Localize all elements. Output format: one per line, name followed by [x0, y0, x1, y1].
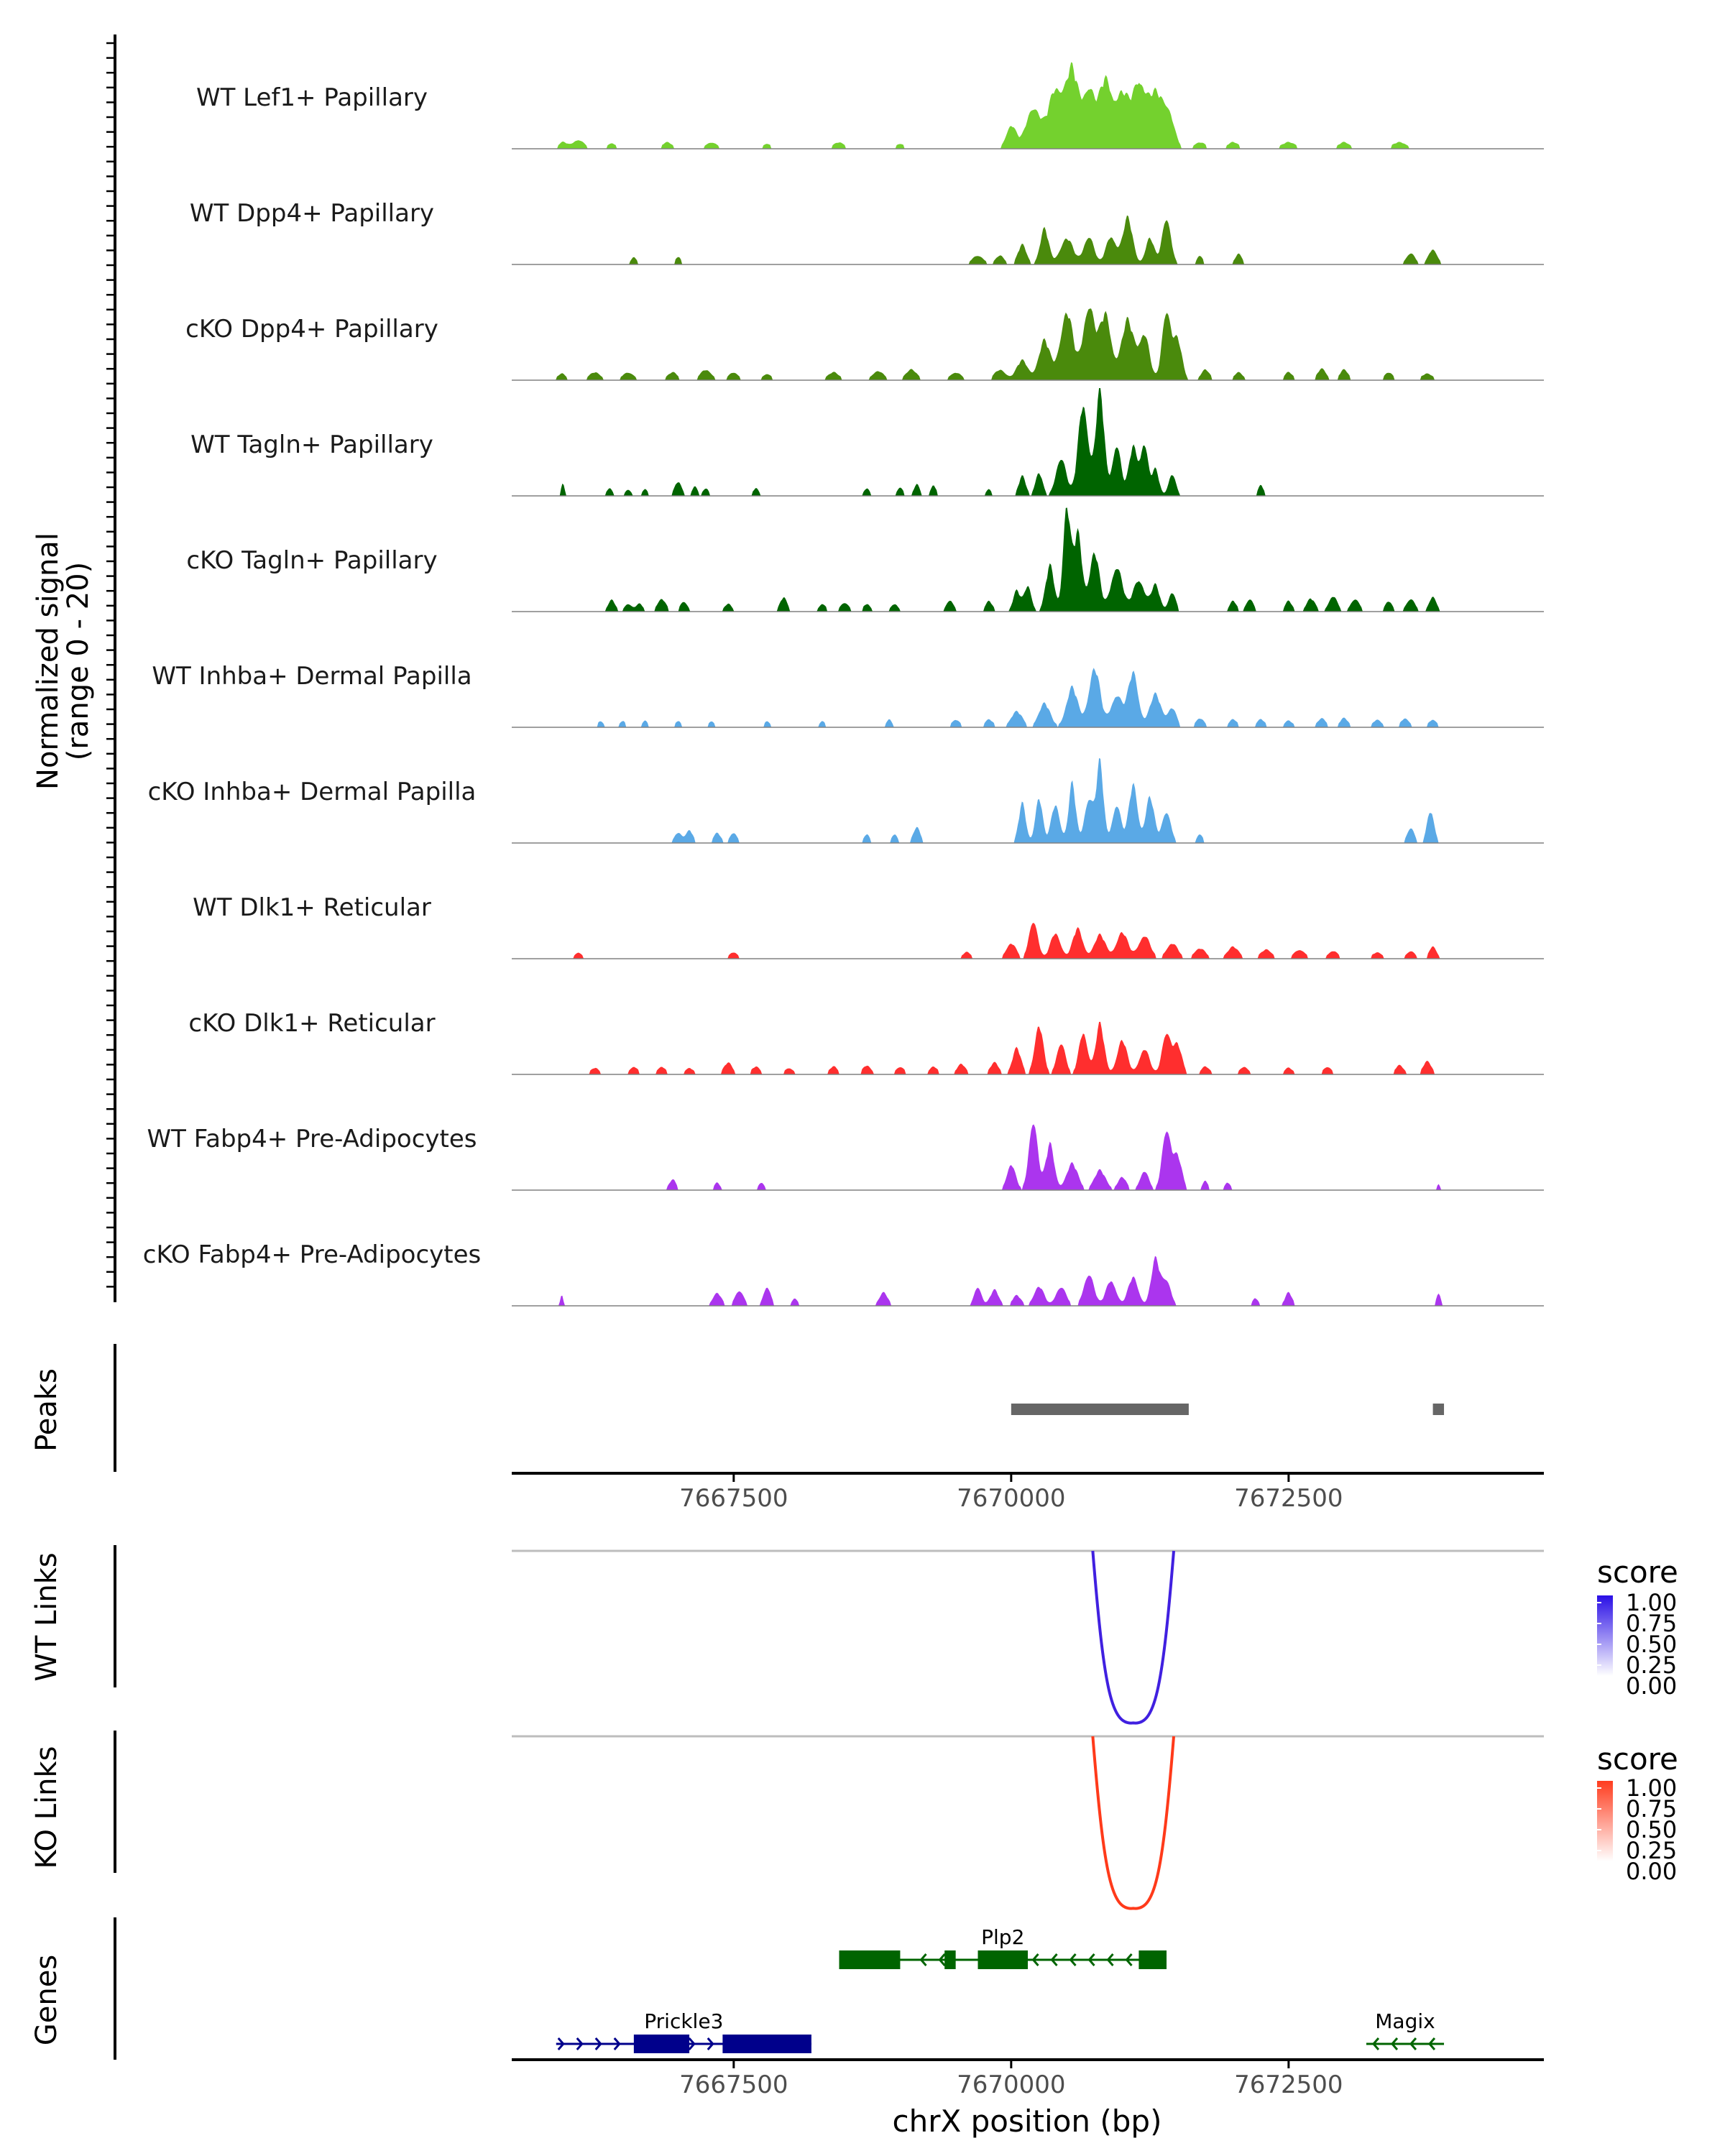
legend-tick-label: 0.00 — [1626, 1672, 1677, 1700]
coverage-track-area-7 — [512, 757, 1445, 843]
genes-x-axis-tick-label: 7670000 — [957, 2070, 1065, 2099]
gene-strand-arrow — [938, 1953, 946, 1966]
gene-strand-arrow — [557, 2037, 565, 2050]
legend-tick-label: 0.50 — [1626, 1816, 1677, 1843]
coverage-track-label: cKO Dpp4+ Papillary — [185, 315, 438, 344]
coverage-track-area-9 — [512, 1021, 1445, 1074]
gene-strand-arrow — [613, 2037, 621, 2050]
legend-tick-label: 0.75 — [1626, 1610, 1677, 1637]
coverage-track-area-10 — [512, 1124, 1445, 1190]
gene-strand-arrow — [919, 1953, 927, 1966]
gene-exon — [839, 1950, 901, 1969]
coverage-track-label: cKO Inhba+ Dermal Papilla — [148, 778, 477, 806]
coverage-track-label: WT Lef1+ Papillary — [196, 83, 428, 112]
genes-track-label: Genes — [30, 1955, 63, 2045]
gene-strand-arrow — [688, 2037, 696, 2050]
gene-strand-arrow — [1031, 1953, 1039, 1966]
gene-strand-arrow — [1390, 2037, 1399, 2050]
gene-strand-arrow — [1125, 1953, 1133, 1966]
x-axis-title: chrX position (bp) — [893, 2104, 1162, 2139]
gene-label-magix: Magix — [1375, 2009, 1435, 2033]
gene-strand-arrow — [594, 2037, 602, 2050]
legend-colorbar — [1597, 1781, 1613, 1861]
wt-links-track-label: WT Links — [30, 1552, 63, 1681]
coverage-track-area-1 — [512, 62, 1445, 149]
gene-strand-arrow — [1087, 1953, 1095, 1966]
gene-strand-arrow — [576, 2037, 584, 2050]
coverage-y-axis-range-label: (range 0 - 20) — [62, 562, 95, 760]
gene-strand-arrow — [1069, 1953, 1077, 1966]
coverage-track-label: cKO Dlk1+ Reticular — [188, 1009, 435, 1038]
coverage-track-area-11 — [512, 1256, 1445, 1306]
legend-tick-label: 1.00 — [1626, 1589, 1677, 1616]
gene-label-prickle3: Prickle3 — [644, 2009, 723, 2033]
gene-strand-arrow — [1106, 1953, 1114, 1966]
link-arc — [1091, 1736, 1176, 1910]
link-arc — [1091, 1550, 1176, 1725]
peaks-x-axis-tick-label: 7667500 — [679, 1484, 788, 1513]
coverage-track-area-3 — [512, 308, 1445, 380]
gene-exon — [722, 2035, 811, 2053]
ko-links-legend-title: score — [1597, 1741, 1678, 1777]
genes-x-axis-tick-label: 7667500 — [679, 2070, 788, 2099]
coverage-track-area-5 — [512, 507, 1445, 612]
gene-strand-arrow — [1371, 2037, 1380, 2050]
legend-tick-label: 0.25 — [1626, 1837, 1677, 1864]
coverage-track-area-4 — [512, 388, 1445, 496]
gene-exon — [944, 1950, 956, 1969]
coverage-y-axis-label: Normalized signal — [32, 533, 65, 790]
gene-strand-arrow — [1427, 2037, 1436, 2050]
legend-tick-label: 0.00 — [1626, 1858, 1677, 1885]
gene-strand-arrow — [1409, 2037, 1417, 2050]
coverage-track-label: WT Inhba+ Dermal Papilla — [152, 662, 472, 691]
peaks-x-axis-tick-label: 7672500 — [1234, 1484, 1343, 1513]
legend-tick-label: 1.00 — [1626, 1774, 1677, 1802]
peaks-track-label: Peaks — [30, 1368, 63, 1452]
coverage-track-label: WT Tagln+ Papillary — [190, 430, 433, 459]
genes-x-axis-tick-label: 7672500 — [1234, 2070, 1343, 2099]
coverage-track-area-6 — [512, 668, 1445, 727]
coverage-track-label: WT Fabp4+ Pre-Adipocytes — [147, 1125, 477, 1153]
legend-tick-label: 0.75 — [1626, 1795, 1677, 1823]
gene-strand-arrow — [1050, 1953, 1058, 1966]
legend-colorbar — [1597, 1595, 1613, 1676]
ko-links-track-label: KO Links — [30, 1746, 63, 1869]
peak-region — [1432, 1404, 1445, 1415]
coverage-track-area-8 — [512, 923, 1445, 959]
peak-region — [1011, 1404, 1189, 1415]
gene-exon — [633, 2035, 690, 2053]
coverage-track-label: WT Dpp4+ Papillary — [190, 199, 434, 228]
coverage-track-label: cKO Fabp4+ Pre-Adipocytes — [143, 1240, 482, 1269]
legend-tick-label: 0.25 — [1626, 1651, 1677, 1679]
gene-label-plp2: Plp2 — [981, 1925, 1024, 1949]
peaks-x-axis-tick-label: 7670000 — [957, 1484, 1065, 1513]
gene-exon — [978, 1950, 1028, 1969]
coverage-track-label: cKO Tagln+ Papillary — [186, 546, 437, 575]
wt-links-legend-title: score — [1597, 1554, 1678, 1590]
coverage-track-label: WT Dlk1+ Reticular — [193, 893, 431, 922]
coverage-track-area-2 — [512, 215, 1445, 264]
legend-tick-label: 0.50 — [1626, 1631, 1677, 1658]
gene-strand-arrow — [707, 2037, 714, 2050]
gene-exon — [1138, 1950, 1167, 1969]
